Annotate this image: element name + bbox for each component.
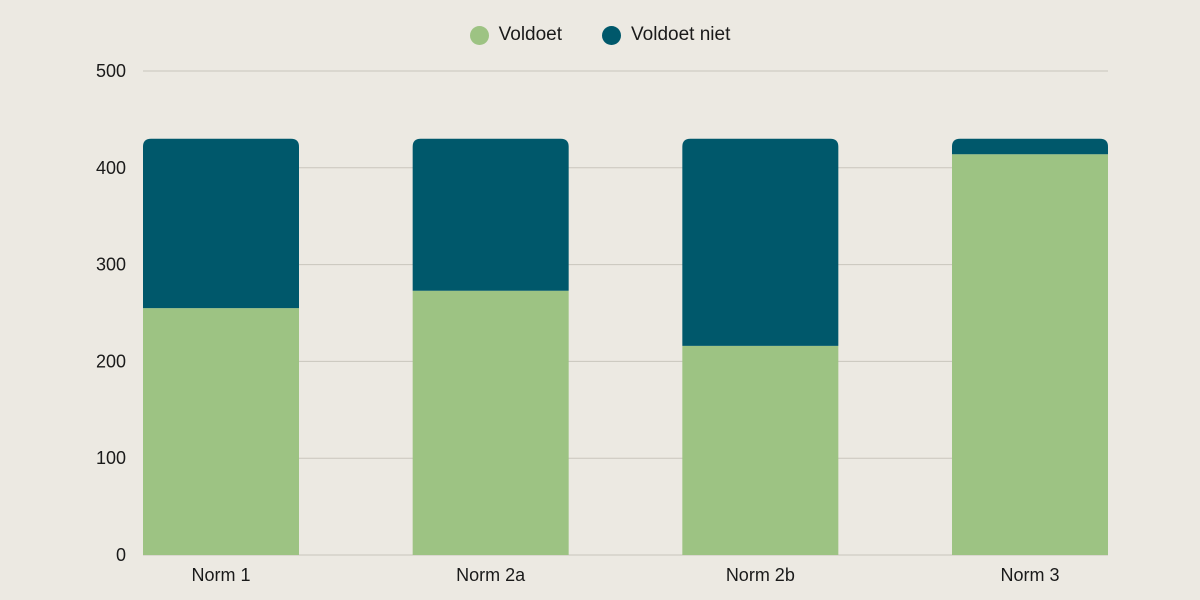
- bar-voldoet-niet: [143, 138, 299, 309]
- legend-swatch-voldoet-niet: [602, 25, 622, 45]
- bar-voldoet-niet: [952, 138, 1108, 155]
- x-tick-label: Norm 2b: [726, 565, 795, 585]
- bar-voldoet-niet: [412, 138, 569, 291]
- y-tick-label: 400: [96, 158, 126, 178]
- legend-item-voldoet-niet: Voldoet niet: [602, 24, 730, 46]
- legend: Voldoet Voldoet niet: [0, 24, 1200, 46]
- bar-voldoet-niet: [682, 138, 839, 346]
- bar-voldoet: [412, 290, 569, 555]
- y-tick-label: 200: [96, 351, 126, 371]
- bar-voldoet: [682, 345, 839, 555]
- x-tick-label: Norm 2a: [456, 565, 526, 585]
- legend-swatch-voldoet: [469, 25, 489, 45]
- bar-voldoet: [952, 154, 1108, 556]
- legend-label-voldoet: Voldoet: [498, 24, 563, 45]
- legend-label-voldoet-niet: Voldoet niet: [631, 24, 731, 45]
- y-tick-label: 300: [96, 255, 126, 275]
- bar-voldoet: [143, 308, 299, 555]
- legend-item-voldoet: Voldoet: [469, 24, 563, 46]
- y-tick-label: 0: [116, 545, 126, 565]
- x-tick-label: Norm 1: [191, 565, 250, 585]
- y-tick-label: 500: [96, 61, 126, 81]
- y-tick-label: 100: [96, 448, 126, 468]
- x-tick-label: Norm 3: [1000, 565, 1059, 585]
